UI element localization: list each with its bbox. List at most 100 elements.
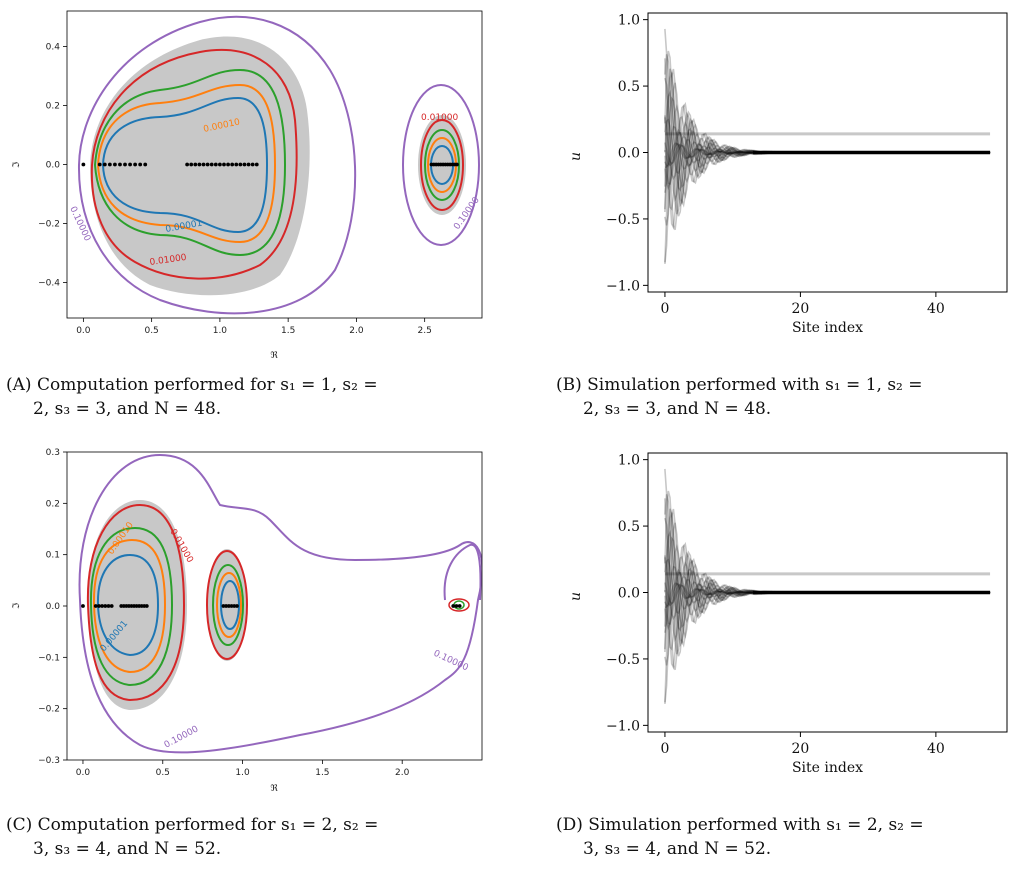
eigenvalue-dot (238, 162, 243, 167)
panel-c-ytick-label: 0.0 (46, 602, 61, 612)
eigenvalue-dot (197, 162, 202, 167)
panel-a-ytick-label: 0.4 (46, 42, 61, 52)
xlabel-c: ℜ (270, 784, 278, 794)
contour-c-orange-mid (216, 572, 242, 638)
contour-c-orange-left (92, 538, 167, 674)
panel-b-ytick-label: 0.5 (618, 79, 640, 95)
eigenvalue-dot (209, 162, 214, 167)
eigenvalue-dot (234, 162, 239, 167)
eigenvalue-dot (107, 162, 112, 167)
panel-b-xlabel: Site index (792, 320, 863, 336)
panel-d-xtick-label: 40 (927, 741, 945, 757)
eigenvalue-dot (97, 604, 101, 608)
panel-d-xlabel: Site index (792, 760, 863, 776)
panel-c-xtick-label: 1.5 (315, 768, 329, 778)
eigenvalue-dot (221, 604, 226, 608)
panel-d-ytick-label: −0.5 (606, 652, 640, 668)
panel-d-trace (664, 517, 991, 643)
panel-a-ytick-label: −0.4 (38, 279, 60, 289)
panel-d-trace (664, 468, 991, 671)
panel-c-xtick-label: 2.0 (395, 768, 410, 778)
eigenvalue-dot (201, 162, 206, 167)
eigenvalue-dot (123, 162, 127, 167)
caption-b-line1: (B) Simulation performed with s₁ = 1, s₂… (556, 375, 923, 395)
eigenvalue-dot (455, 162, 459, 167)
contour-label-a-5: 0.01000 (421, 113, 458, 123)
panel-c-ytick-label: 0.1 (46, 551, 60, 561)
caption-c-line1: (C) Computation performed for s₁ = 2, s₂… (6, 815, 379, 835)
contour-a-red-left (90, 49, 298, 280)
panel-c-ytick-label: −0.3 (38, 756, 60, 766)
eigenvalue-dot (235, 604, 239, 608)
eigenvalue-dot (230, 162, 235, 167)
panel-a-xtick-label: 1.5 (281, 326, 295, 336)
panel-a-contour-plot: 0.10000 0.00010 0.00001 0.01000 0.01000 … (12, 10, 483, 361)
caption-d-line2: 3, s₃ = 4, and N = 52. (583, 839, 772, 859)
panel-b-xtick-label: 20 (791, 301, 809, 317)
eigenvalue-dot (189, 162, 194, 167)
eigenvalue-dot (109, 604, 114, 608)
panel-b-ylabel: u (568, 152, 584, 161)
eigenvalue-dot (103, 604, 108, 608)
panel-c-ytick-label: −0.1 (38, 653, 60, 663)
panel-b-traces (664, 28, 991, 264)
panel-b-trace (664, 68, 991, 208)
contour-c-blue-left (96, 553, 160, 657)
panel-d-traces (664, 468, 991, 704)
contour-c-purple-left (78, 453, 482, 754)
panel-c-contour-plot: 0.00010 0.01000 0.00001 0.10000 0.10000 … (12, 448, 483, 794)
panel-b-line-plot: 0 20 40 1.0 0.5 0.0 −0.5 −1.0 Site index u (568, 12, 1008, 336)
panel-a-xtick-label: 1.0 (213, 326, 228, 336)
eigenvalue-dot (93, 604, 98, 608)
panel-b-trace (664, 82, 991, 264)
contour-label-c-4: 0.10000 (163, 724, 201, 750)
panel-c-ytick-label: −0.2 (38, 705, 60, 715)
eigenvalue-dot (454, 604, 459, 608)
panel-a-ytick-label: 0.0 (46, 161, 61, 171)
contour-c-red-right (448, 598, 470, 612)
panel-c-ytick-label: 0.3 (46, 448, 60, 458)
caption-c: (C) Computation performed for s₁ = 2, s₂… (6, 813, 378, 861)
eigenvalue-dot (222, 162, 226, 167)
panel-b-ytick-label: 0.0 (618, 146, 640, 162)
eigenvalue-dot (224, 604, 229, 608)
panel-d-xtick-label: 20 (791, 741, 809, 757)
panel-d-ytick-label: 1.0 (618, 453, 640, 469)
contour-c-green-mid (212, 564, 244, 646)
xlabel-a: ℜ (270, 351, 278, 361)
contour-label-c-5: 0.10000 (432, 649, 470, 674)
eigenvalue-dot (254, 162, 259, 167)
contour-c-purple-right (443, 543, 482, 601)
panel-b-xtick-label: 0 (660, 301, 669, 317)
eigenvalue-dot (213, 162, 218, 167)
contour-a-blue-left (101, 96, 269, 234)
eigenvalue-dot (133, 162, 138, 167)
caption-d: (D) Simulation performed with s₁ = 2, s₂… (556, 813, 924, 861)
eigenvalue-dot (185, 162, 190, 167)
eigenvalues-a (81, 162, 459, 167)
caption-a: (A) Computation performed for s₁ = 1, s₂… (6, 373, 378, 421)
eigenvalue-dot (205, 162, 210, 167)
eigenvalue-dot (118, 162, 122, 167)
eigenvalue-dot (242, 162, 247, 167)
eigenvalue-dot (232, 604, 237, 608)
panel-d-ylabel: u (568, 592, 584, 601)
eigenvalue-dot (246, 162, 251, 167)
panel-b-trace (664, 28, 991, 231)
contour-a-green-right (424, 129, 460, 201)
contour-c-green-left (89, 526, 174, 687)
eigenvalue-dot (128, 162, 132, 167)
caption-a-line2: 2, s₃ = 3, and N = 48. (33, 399, 222, 419)
panel-d-trace (664, 508, 991, 648)
panel-b-trace (664, 72, 991, 210)
panel-c-xtick-label: 0.5 (156, 768, 170, 778)
eigenvalue-dot (457, 604, 462, 608)
eigenvalue-dot (193, 162, 198, 167)
eigenvalue-dot (106, 604, 111, 608)
eigenvalue-dot (81, 604, 85, 608)
panel-a-ytick-label: −0.2 (38, 220, 60, 230)
panel-d-trace (664, 543, 991, 666)
eigenvalue-dot (102, 162, 107, 167)
panel-c-xtick-label: 0.0 (76, 768, 91, 778)
panel-d-trace (664, 512, 991, 650)
